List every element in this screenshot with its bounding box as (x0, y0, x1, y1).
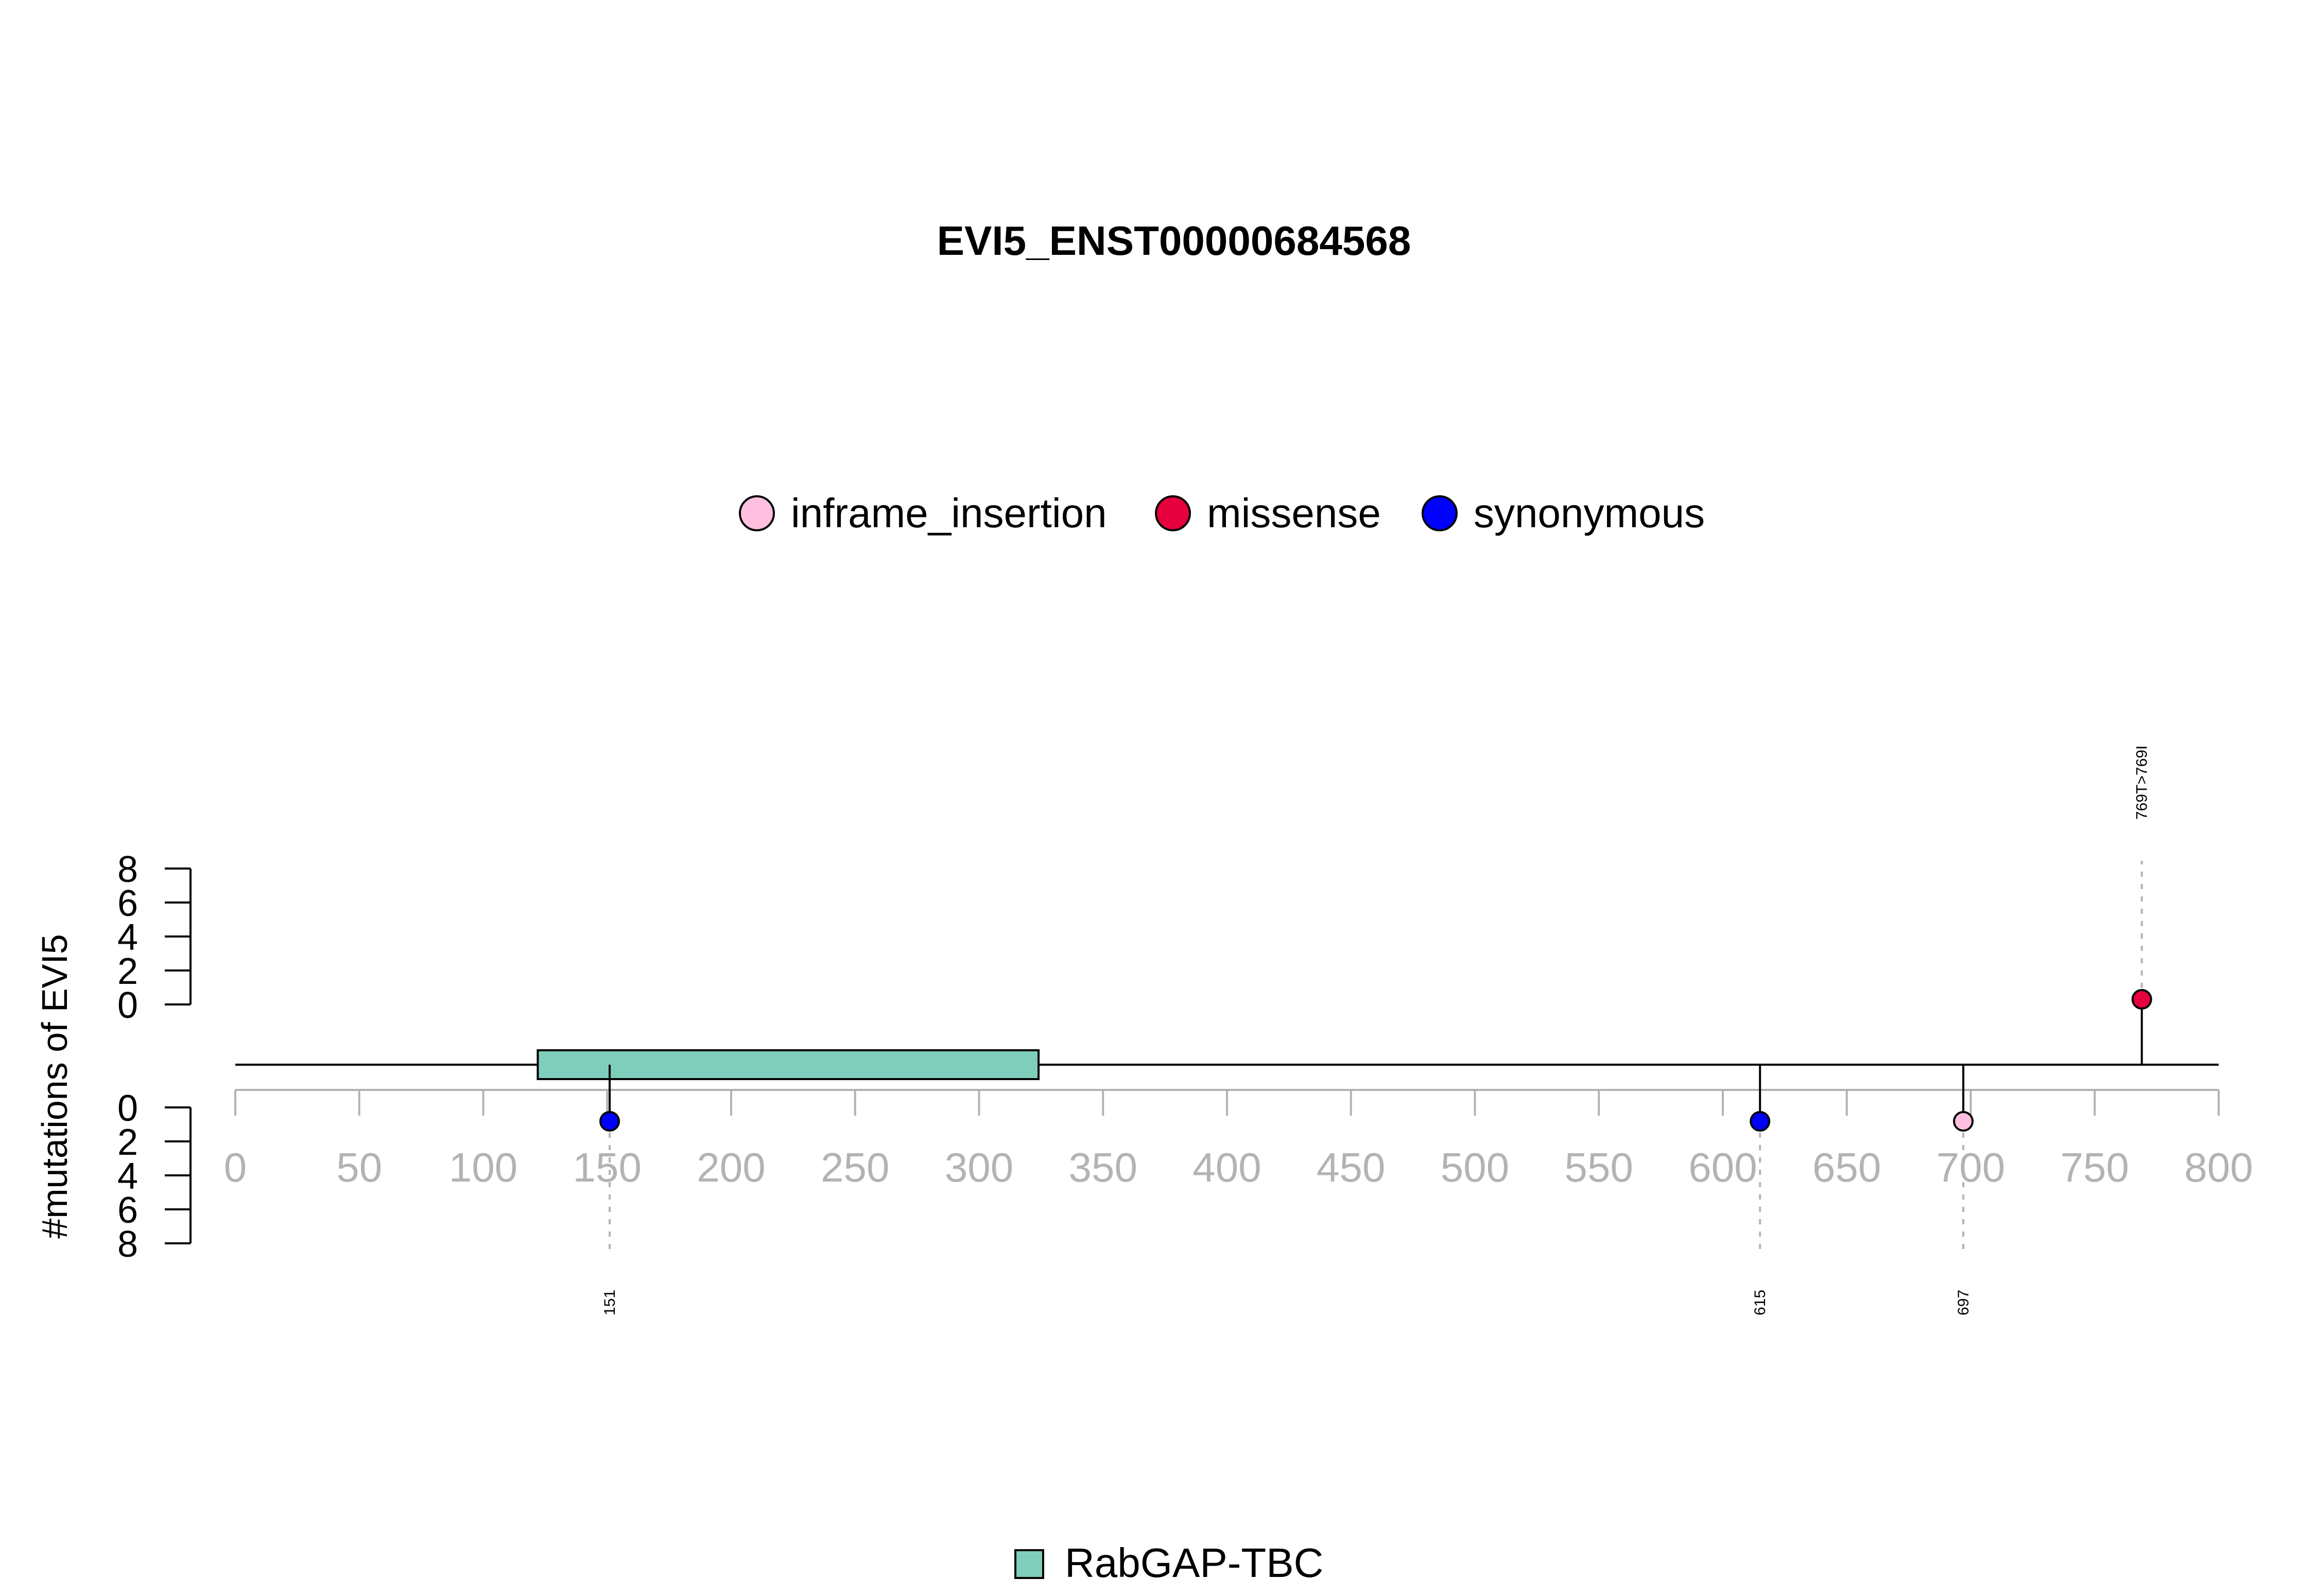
x-tick-label: 600 (1688, 1144, 1757, 1190)
domain-legend-swatch (1014, 1549, 1044, 1579)
x-tick-label: 400 (1192, 1144, 1261, 1190)
lower-y-tick-label: 2 (117, 1122, 138, 1163)
upper-y-tick-label: 6 (117, 883, 138, 924)
x-tick-label: 650 (1812, 1144, 1881, 1190)
mutation-point-missense (2131, 989, 2152, 1010)
upper-y-tick-label: 8 (117, 849, 138, 890)
x-tick-label: 100 (449, 1144, 517, 1190)
x-axis: 0 50 100 150 200 250 300 350 400 450 500 550 600 650 7… (224, 1089, 2253, 1190)
mutation-label: 697 (1955, 1290, 1972, 1315)
mutation-layer: 151 615 697 769T>769I (599, 745, 2152, 1315)
lower-y-tick-label: 6 (117, 1190, 138, 1231)
x-tick-label: 550 (1565, 1144, 1633, 1190)
legend-label-missense: missense (1207, 490, 1381, 536)
chart-title: EVI5_ENST00000684568 (937, 218, 1411, 264)
y-axis-label: #mutations of EVI5 (34, 934, 75, 1238)
lower-y-tick-label: 0 (117, 1088, 138, 1129)
x-tick-label: 750 (2061, 1144, 2129, 1190)
x-tick-label: 200 (697, 1144, 765, 1190)
x-tick-label: 250 (821, 1144, 889, 1190)
x-tick-label: 150 (573, 1144, 642, 1190)
mutation-label: 769T>769I (2134, 745, 2151, 820)
domain-layer (537, 1049, 1040, 1080)
x-tick-label: 300 (945, 1144, 1013, 1190)
legend-label-synonymous: synonymous (1474, 490, 1705, 536)
domain-legend-label: RabGAP-TBC (1065, 1540, 1323, 1586)
legend-marker-missense (1155, 495, 1191, 531)
lower-y-tick-label: 8 (117, 1224, 138, 1265)
upper-y-tick-label: 4 (117, 917, 138, 958)
upper-y-tick-label: 2 (117, 951, 138, 992)
mutation-label: 615 (1752, 1290, 1769, 1315)
x-tick-label: 0 (224, 1144, 247, 1190)
legend-marker-synonymous (1422, 495, 1458, 531)
x-tick-label: 800 (2184, 1144, 2253, 1190)
x-tick-label: 50 (336, 1144, 382, 1190)
lower-y-tick-label: 4 (117, 1156, 138, 1197)
domain-legend: RabGAP-TBC (1014, 1540, 1323, 1586)
upper-y-tick-label: 0 (117, 985, 138, 1026)
legend-label-inframe_insertion: inframe_insertion (791, 490, 1107, 536)
x-tick-label: 350 (1069, 1144, 1137, 1190)
mutation-point-synonymous (1750, 1111, 1771, 1132)
mutation-point-synonymous (599, 1111, 620, 1132)
x-tick-label: 450 (1317, 1144, 1385, 1190)
x-tick-label: 500 (1441, 1144, 1509, 1190)
domain-RabGAP-TBC (537, 1049, 1040, 1080)
mutation-point-inframe_insertion (1953, 1111, 1974, 1132)
legend-marker-inframe_insertion (739, 495, 775, 531)
legend: inframe_insertion missense synonymous (739, 490, 1705, 536)
mutation-label: 151 (601, 1290, 618, 1315)
x-tick-label: 700 (1936, 1144, 2005, 1190)
